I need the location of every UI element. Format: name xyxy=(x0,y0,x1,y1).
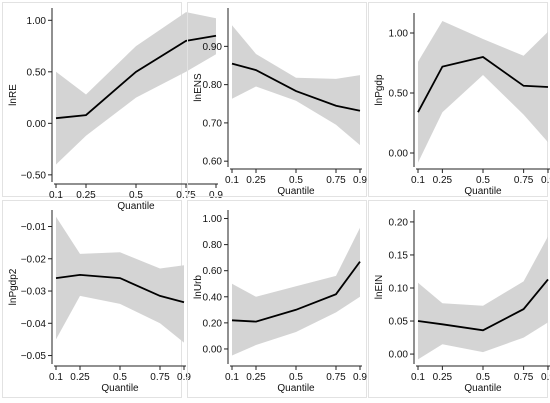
x-tick-label: 0.9 xyxy=(353,175,367,186)
panel-4: −0.05 −0.04 −0.03 −0.02 −0.01 0.1 0.25 0.5 0.75 0… xyxy=(2,200,191,398)
panel-5: 0.00 0.20 0.40 0.60 0.80 1.00 0.1 0.25 0.5 0.75 0.… xyxy=(187,200,367,398)
x-tick-label: 0.5 xyxy=(129,190,143,201)
estimate-line xyxy=(231,62,361,112)
estimate-line xyxy=(417,278,549,332)
panel-3: 0.00 0.50 1.00 0.1 0.25 0.5 0.75 0.9 Quantile lnP… xyxy=(368,2,550,197)
x-tick-label: 0.1 xyxy=(49,372,63,383)
x-tick-label: 0.9 xyxy=(541,372,550,383)
x-tick-label: 0.25 xyxy=(70,372,90,383)
x-axis-title: Quantile xyxy=(464,186,502,197)
y-tick-label: 0.00 xyxy=(27,119,47,130)
panel-frame xyxy=(2,2,182,197)
y-tick-label: −0.01 xyxy=(21,222,47,233)
y-tick-label: 0.00 xyxy=(389,350,409,361)
y-tick-label: −0.50 xyxy=(21,170,47,181)
y-tick-label: −0.04 xyxy=(21,319,47,330)
x-tick-label: 0.75 xyxy=(514,372,534,383)
x-tick-label: 0.5 xyxy=(289,372,303,383)
x-tick-label: 0.5 xyxy=(476,372,490,383)
y-tick-label: 1.00 xyxy=(27,16,47,27)
x-axis-title: Quantile xyxy=(117,201,155,212)
x-tick-label: 0.25 xyxy=(433,175,453,186)
y-tick-label: 0.80 xyxy=(203,240,223,251)
y-axis-title: lnPgdp2 xyxy=(8,268,19,305)
estimate-line xyxy=(55,273,185,304)
y-tick-label: 0.00 xyxy=(203,344,223,355)
x-tick-label: 0.75 xyxy=(326,175,346,186)
x-tick-label: 0.1 xyxy=(225,372,239,383)
y-tick-label: 0.50 xyxy=(27,67,47,78)
y-tick-label: 0.50 xyxy=(389,89,409,100)
estimate-line xyxy=(231,261,361,323)
confidence-band xyxy=(418,236,548,360)
x-tick-label: 0.75 xyxy=(150,372,170,383)
confidence-band xyxy=(56,12,216,165)
x-axis-title: Quantile xyxy=(277,383,315,394)
x-tick-label: 0.9 xyxy=(353,372,367,383)
x-tick-label: 0.5 xyxy=(476,175,490,186)
x-tick-label: 0.25 xyxy=(246,175,266,186)
panel-2: 0.60 0.70 0.80 0.90 0.1 0.25 0.5 0.75 0.9 Quantil… xyxy=(187,2,367,197)
x-tick-label: 0.9 xyxy=(541,175,550,186)
estimate-line xyxy=(417,56,549,113)
confidence-band xyxy=(232,25,360,146)
x-tick-label: 0.1 xyxy=(411,372,425,383)
confidence-band xyxy=(56,216,184,343)
x-tick-label: 0.9 xyxy=(177,372,191,383)
y-tick-label: 0.40 xyxy=(203,292,223,303)
y-axis-title: lnPgdp xyxy=(374,74,385,106)
y-tick-label: 0.00 xyxy=(389,149,409,160)
y-axis-title: lnRE xyxy=(8,84,19,106)
y-tick-label: 0.15 xyxy=(389,250,409,261)
y-tick-label: −0.02 xyxy=(21,254,47,265)
y-tick-label: 1.00 xyxy=(389,29,409,40)
x-tick-label: 0.1 xyxy=(49,190,63,201)
x-axis-title: Quantile xyxy=(464,383,502,394)
x-tick-label: 0.25 xyxy=(433,372,453,383)
confidence-band xyxy=(232,227,360,356)
y-tick-label: 0.10 xyxy=(389,283,409,294)
panel-1: −0.50 0.00 0.50 1.00 0.1 0.25 0.5 0.75 0.9 Quanti… xyxy=(2,2,223,212)
y-axis-title: lnEIN xyxy=(374,275,385,299)
y-tick-label: 0.20 xyxy=(203,318,223,329)
y-tick-label: 0.60 xyxy=(203,157,223,168)
panel-frame xyxy=(187,200,367,398)
y-tick-label: 0.20 xyxy=(389,217,409,228)
x-tick-label: 0.1 xyxy=(411,175,425,186)
panel-frame xyxy=(187,2,367,197)
y-tick-label: −0.05 xyxy=(21,351,47,362)
x-tick-label: 0.5 xyxy=(289,175,303,186)
y-tick-label: 0.90 xyxy=(203,42,223,53)
y-tick-label: 0.05 xyxy=(389,317,409,328)
x-tick-label: 0.75 xyxy=(514,175,534,186)
estimate-line xyxy=(55,34,217,120)
x-axis-title: Quantile xyxy=(277,186,315,197)
x-tick-label: 0.25 xyxy=(76,190,96,201)
x-axis-title: Quantile xyxy=(101,383,139,394)
x-tick-label: 0.1 xyxy=(225,175,239,186)
panel-6: 0.00 0.05 0.10 0.15 0.20 0.1 0.25 0.5 0.75 0.9 Qua… xyxy=(368,200,550,398)
x-tick-label: 0.9 xyxy=(209,190,223,201)
y-tick-label: 0.60 xyxy=(203,266,223,277)
y-tick-label: 0.80 xyxy=(203,80,223,91)
y-tick-label: 1.00 xyxy=(203,214,223,225)
y-axis-title: lnENS xyxy=(193,73,204,102)
x-tick-label: 0.25 xyxy=(246,372,266,383)
x-tick-label: 0.75 xyxy=(176,190,196,201)
confidence-band xyxy=(418,21,548,163)
y-tick-label: −0.03 xyxy=(21,287,47,298)
y-tick-label: 0.70 xyxy=(203,118,223,129)
x-tick-label: 0.75 xyxy=(326,372,346,383)
y-axis-title: lnUrb xyxy=(193,275,204,299)
x-tick-label: 0.5 xyxy=(113,372,127,383)
